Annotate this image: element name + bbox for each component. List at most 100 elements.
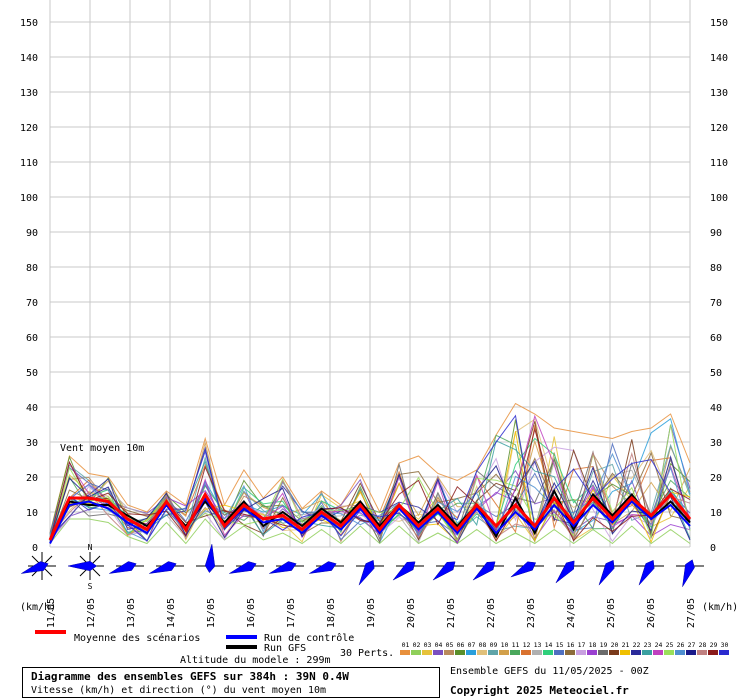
wind-rose-7 (309, 561, 344, 574)
legend-perturbation-swatch (477, 650, 487, 655)
wind-direction-arrow (682, 559, 695, 587)
legend-perturbation-number: 03 (424, 641, 432, 649)
legend-perturbation-number: 01 (402, 641, 410, 649)
x-tick-label: 22/05 (486, 598, 497, 628)
legend-perturbation-number: 14 (545, 641, 553, 649)
legend-perturbation-swatch (708, 650, 718, 655)
control-line (49, 496, 691, 544)
wind-rose-13 (555, 560, 584, 584)
wind-direction-arrow (229, 561, 257, 574)
x-tick-label: 15/05 (206, 598, 217, 628)
legend-perturbation-swatch (466, 650, 476, 655)
chart-subtitle: Vitesse (km/h) et direction (°) du vent … (31, 685, 327, 696)
y-tick-label-left: 50 (26, 368, 38, 379)
y-tick-label-left: 60 (26, 333, 38, 344)
wind-rose-11 (472, 561, 504, 581)
legend-perturbation-swatch (433, 650, 443, 655)
wind-rose-3 (149, 561, 184, 574)
legend-perturbation-swatch (620, 650, 630, 655)
wind-direction-arrow (149, 561, 177, 574)
wind-rose-6 (269, 561, 304, 574)
legend-perturbation-number: 28 (699, 641, 707, 649)
legend-perturbation-number: 16 (567, 641, 575, 649)
wind-direction-arrow (555, 560, 575, 584)
wind-rose-14 (596, 559, 624, 586)
legend-perturbation-number: 24 (655, 641, 663, 649)
x-tick-label: 24/05 (566, 598, 577, 628)
y-tick-label-right: 60 (710, 333, 722, 344)
legend-perturbation-swatch (576, 650, 586, 655)
wind-rose-5 (229, 561, 264, 574)
wind-direction-arrow (21, 561, 49, 574)
wind-rose-12 (510, 561, 544, 578)
title-box: Diagramme des ensembles GEFS sur 384h : … (22, 667, 440, 698)
y-tick-label-right: 80 (710, 263, 722, 274)
wind-rose-0 (21, 552, 56, 580)
legend-perturbation-number: 06 (457, 641, 465, 649)
mean-line (48, 491, 692, 541)
chart-title: Diagramme des ensembles GEFS sur 384h : … (31, 670, 349, 683)
legend-perturbation-swatch (510, 650, 520, 655)
legend-perturbation-swatch (488, 650, 498, 655)
legend-gfs-label: Run GFS (264, 643, 306, 654)
legend-perturbation-swatch (411, 650, 421, 655)
legend-perturbation-number: 23 (644, 641, 652, 649)
legend-perturbation-swatch (521, 650, 531, 655)
legend-perturbation-number: 20 (611, 641, 619, 649)
x-tick-label: 12/05 (86, 598, 97, 628)
y-tick-label-left: 130 (20, 88, 38, 99)
legend-perturbation-swatch (686, 650, 696, 655)
wind-direction-arrow (392, 561, 416, 581)
y-tick-label-left: 150 (20, 18, 38, 29)
model-altitude: Altitude du modele : 299m (180, 655, 331, 666)
y-tick-label-right: 140 (710, 53, 728, 64)
x-tick-label: 26/05 (646, 598, 657, 628)
x-tick-label: 19/05 (366, 598, 377, 628)
y-tick-label-left: 90 (26, 228, 38, 239)
y-tick-label-right: 30 (710, 438, 722, 449)
wind-direction-arrow (638, 559, 655, 586)
wind-rose-16 (676, 559, 704, 587)
wind-rose-4 (196, 544, 224, 574)
legend-perturbation-number: 17 (578, 641, 586, 649)
legend-perturbation-number: 26 (677, 641, 685, 649)
y-tick-label-right: 90 (710, 228, 722, 239)
x-tick-label: 14/05 (166, 598, 177, 628)
legend-perturbation-number: 08 (479, 641, 487, 649)
wind-direction-arrow (309, 561, 337, 574)
wind-rose-15 (636, 559, 664, 586)
y-tick-label-right: 70 (710, 298, 722, 309)
legend-perturbation-number: 10 (501, 641, 509, 649)
legend-perturbation-swatch (565, 650, 575, 655)
legend-perturbation-number: 02 (413, 641, 421, 649)
y-tick-label-right: 150 (710, 18, 728, 29)
copyright: Copyright 2025 Meteociel.fr (450, 684, 629, 697)
legend-perturbation-swatch (499, 650, 509, 655)
legend-perturbation-number: 18 (589, 641, 597, 649)
wind-direction-arrow (510, 561, 537, 578)
perturbation-line (49, 518, 691, 545)
legend-perturbation-swatch (422, 650, 432, 655)
y-tick-label-left: 100 (20, 193, 38, 204)
wind-direction-arrow (109, 561, 137, 574)
legend-perturbation-swatch (444, 650, 454, 655)
legend-perturbation-number: 12 (523, 641, 531, 649)
x-tick-label: 23/05 (526, 598, 537, 628)
y-tick-label-right: 100 (710, 193, 728, 204)
legend-perturbation-number: 07 (468, 641, 476, 649)
run-info: Ensemble GEFS du 11/05/2025 - 00Z (450, 666, 649, 677)
legend-perturbation-number: 21 (622, 641, 630, 649)
y-tick-label-left: 80 (26, 263, 38, 274)
x-tick-label: 16/05 (246, 598, 257, 628)
legend-perturbation-swatch (587, 650, 597, 655)
x-tick-label: 25/05 (606, 598, 617, 628)
legend-perturbations-label: 30 Perts. (340, 648, 394, 659)
legend-perturbation-number: 11 (512, 641, 520, 649)
y-tick-label-right: 10 (710, 508, 722, 519)
x-tick-label: 27/05 (686, 598, 697, 628)
x-tick-label: 18/05 (326, 598, 337, 628)
wind-direction-arrow (432, 561, 456, 581)
legend-perturbation-swatch (664, 650, 674, 655)
legend-perturbation-number: 09 (490, 641, 498, 649)
wind-rose-2 (109, 561, 144, 574)
